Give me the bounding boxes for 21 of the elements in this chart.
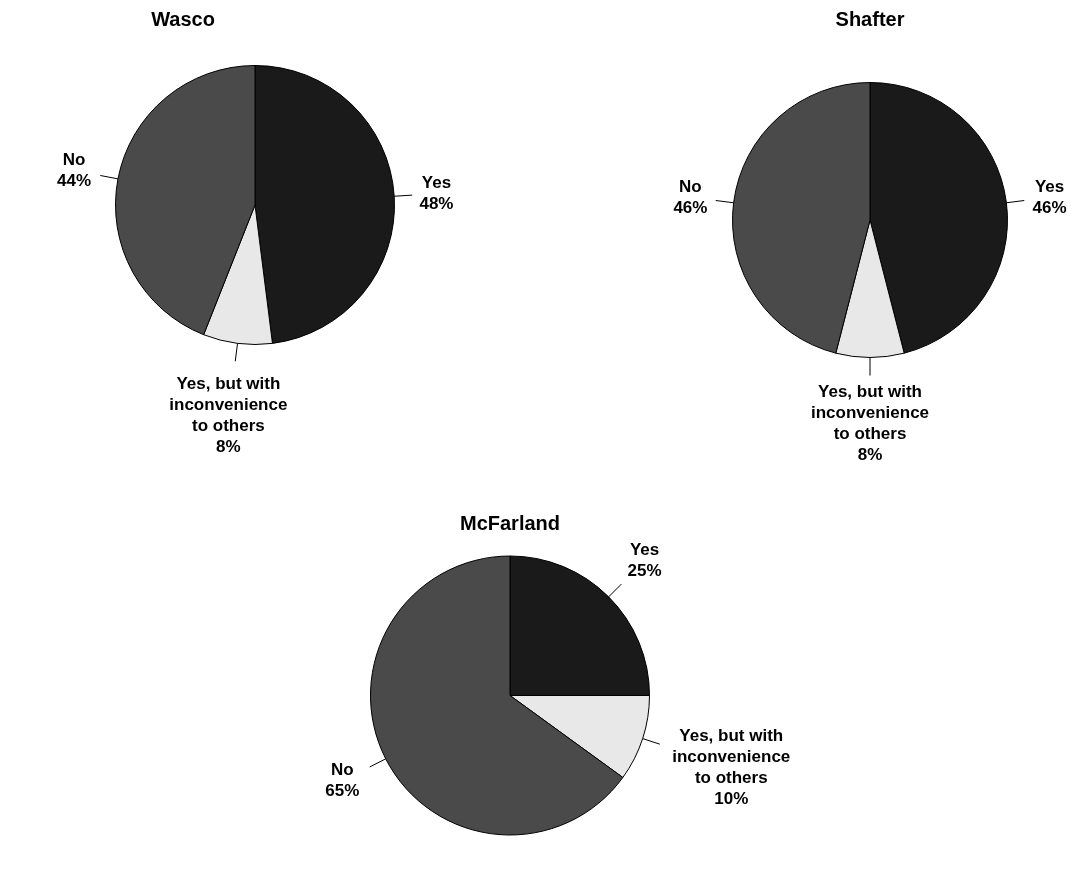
slice-label: No (62, 149, 86, 169)
data-label: 8% (216, 437, 241, 457)
slice-label: Yes, but with inconvenience to others (810, 381, 930, 443)
data-label: 46% (673, 197, 708, 217)
slice-label: Yes (629, 540, 660, 560)
chart-title: Shafter (835, 8, 905, 31)
chart-title: McFarland (459, 512, 561, 535)
slice-label: Yes (421, 172, 452, 192)
data-label: 48% (419, 193, 454, 213)
chart-title: Wasco (151, 8, 215, 31)
slice-label: Yes (1034, 176, 1065, 196)
slice-label: Yes, but with inconvenience to others (169, 374, 288, 436)
data-label: 25% (627, 561, 662, 581)
slice-label: No (679, 176, 702, 196)
slice-label: No (330, 760, 354, 780)
data-label: 8% (857, 444, 883, 464)
data-label: 65% (325, 781, 360, 801)
data-label: 44% (57, 170, 92, 190)
slice-label: Yes, but with inconvenience to others (672, 725, 791, 787)
data-label: 10% (714, 788, 749, 808)
data-label: 46% (1032, 197, 1067, 217)
